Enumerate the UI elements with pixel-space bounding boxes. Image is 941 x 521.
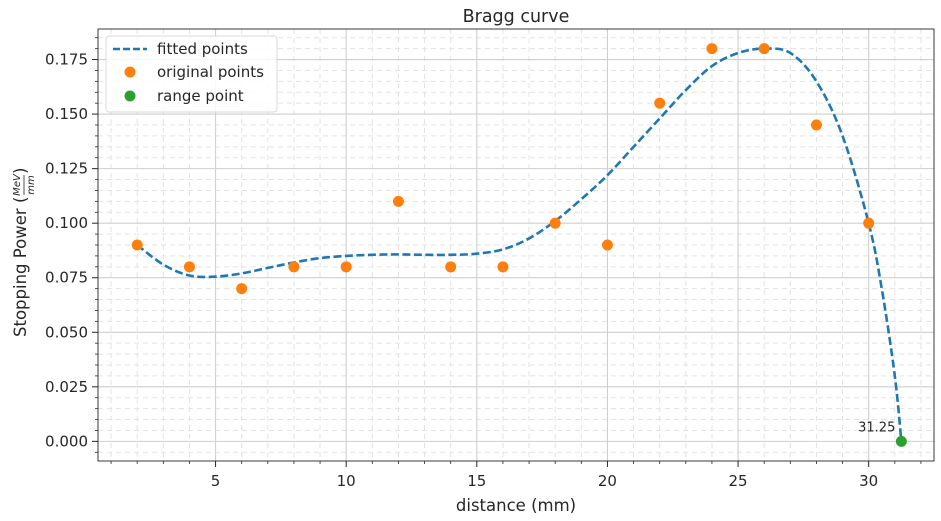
original-point bbox=[340, 261, 352, 273]
y-tick-label: 0.150 bbox=[45, 105, 88, 123]
legend-swatch-original bbox=[124, 66, 136, 78]
x-tick-label: 15 bbox=[467, 472, 486, 490]
original-point bbox=[549, 217, 561, 229]
y-tick-label: 0.075 bbox=[45, 269, 88, 287]
original-point bbox=[445, 261, 457, 273]
y-axis-label-close-paren: ) bbox=[11, 168, 30, 174]
legend-label-range: range point bbox=[157, 87, 244, 105]
y-tick-label: 0.050 bbox=[45, 323, 88, 341]
original-point bbox=[183, 261, 195, 273]
legend-box bbox=[105, 35, 278, 113]
y-tick-label: 0.100 bbox=[45, 214, 88, 232]
y-axis-ticks: 0.000 0.025 0.050 0.075 0.100 0.125 0.150 0.175 bbox=[45, 37, 98, 453]
x-axis-label: distance (mm) bbox=[456, 496, 576, 515]
y-tick-label: 0.000 bbox=[45, 432, 88, 450]
legend-swatch-range bbox=[124, 90, 136, 102]
original-point bbox=[497, 261, 509, 273]
y-tick-label: 0.125 bbox=[45, 160, 88, 178]
x-tick-label: 30 bbox=[859, 472, 878, 490]
legend-label-fitted: fitted points bbox=[157, 40, 248, 58]
y-axis-label-main: Stopping Power bbox=[11, 208, 30, 337]
legend: fitted points original points range poin… bbox=[105, 35, 278, 113]
original-point bbox=[654, 97, 666, 109]
original-point bbox=[758, 43, 770, 55]
original-point bbox=[706, 43, 718, 55]
original-point bbox=[601, 239, 613, 251]
y-axis-label: Stopping Power ( MeV mm ) bbox=[11, 168, 37, 337]
original-point bbox=[863, 217, 875, 229]
y-axis-label-unit-numerator: MeV bbox=[12, 173, 23, 196]
series-layer bbox=[131, 43, 907, 447]
x-tick-label: 5 bbox=[211, 472, 221, 490]
original-point bbox=[131, 239, 143, 251]
y-tick-label: 0.175 bbox=[45, 51, 88, 69]
y-axis-label-unit-denominator: mm bbox=[26, 175, 37, 195]
range-point-annotation: 31.25 bbox=[858, 420, 895, 435]
x-tick-label: 25 bbox=[729, 472, 748, 490]
original-point bbox=[236, 283, 248, 295]
x-tick-label: 20 bbox=[598, 472, 617, 490]
original-point bbox=[288, 261, 300, 273]
x-axis-ticks: 5 10 15 20 25 30 bbox=[110, 461, 922, 490]
legend-label-original: original points bbox=[157, 63, 264, 81]
original-point bbox=[392, 195, 404, 207]
y-tick-label: 0.025 bbox=[45, 378, 88, 396]
x-tick-label: 10 bbox=[337, 472, 356, 490]
range-point bbox=[895, 435, 907, 447]
chart-title: Bragg curve bbox=[463, 7, 570, 27]
original-point bbox=[810, 119, 822, 131]
y-axis-label-open-paren: ( bbox=[11, 197, 30, 203]
